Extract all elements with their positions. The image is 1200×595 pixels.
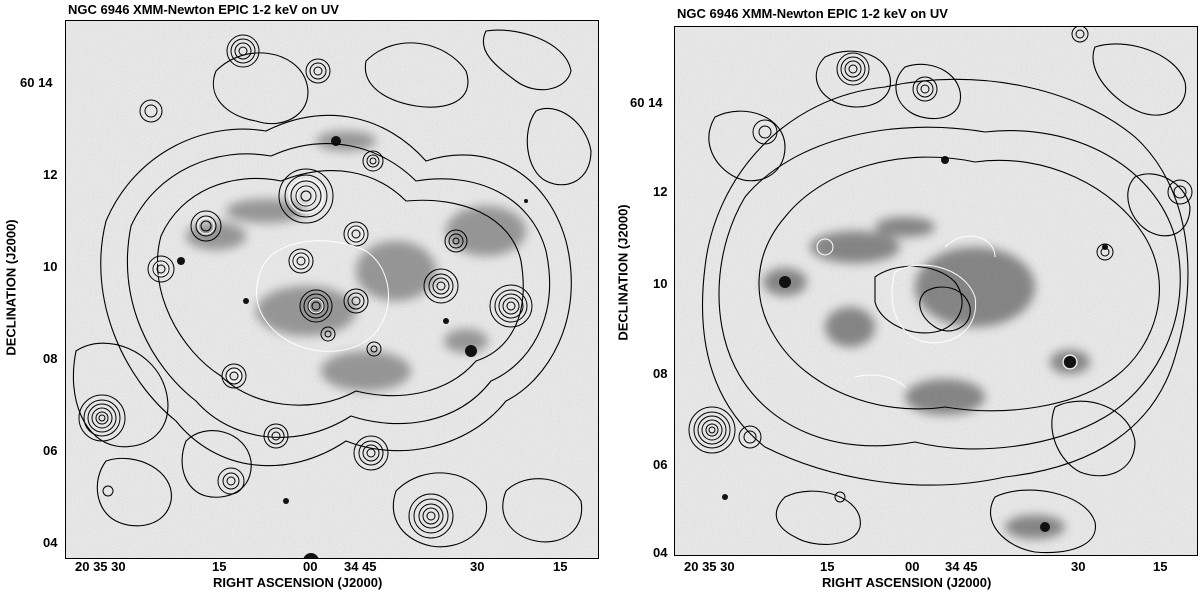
y-tick-label: 04 — [653, 545, 668, 560]
x-tick-label: 15 — [212, 559, 227, 574]
contour-image — [65, 20, 599, 559]
uv-image-with-xray-contours — [66, 21, 598, 558]
y-tick-label: 10 — [43, 259, 58, 274]
contour-image — [674, 26, 1198, 556]
x-tick-label: 30 — [1071, 559, 1086, 574]
panel-title: NGC 6946 XMM-Newton EPIC 1-2 keV on UV — [68, 2, 339, 17]
x-tick-label: 15 — [820, 559, 835, 574]
y-tick-label: 08 — [653, 366, 668, 381]
y-tick-label: 06 — [43, 443, 58, 458]
x-tick-label: 15 — [1153, 559, 1168, 574]
x-axis-label: RIGHT ASCENSION (J2000) — [822, 575, 992, 590]
x-tick-label: 20 35 30 — [684, 559, 735, 574]
x-tick-label: 00 — [303, 559, 318, 574]
panel-title: NGC 6946 XMM-Newton EPIC 1-2 keV on UV — [677, 6, 948, 21]
x-tick-label: 20 35 30 — [75, 559, 126, 574]
y-tick-label: 08 — [43, 351, 58, 366]
y-tick-label: 04 — [43, 535, 58, 550]
x-tick-label: 34 45 — [945, 559, 978, 574]
x-tick-label: 15 — [553, 559, 568, 574]
x-tick-label: 34 45 — [344, 559, 377, 574]
y-axis-label: DECLINATION (J2000) — [615, 204, 631, 341]
x-axis-label: RIGHT ASCENSION (J2000) — [213, 575, 383, 590]
y-tick-label: 12 — [653, 184, 668, 199]
y-tick-label: 60 14 — [20, 75, 53, 90]
x-tick-label: 00 — [905, 559, 920, 574]
y-tick-label: 06 — [653, 457, 668, 472]
y-tick-label: 12 — [43, 167, 58, 182]
y-tick-label: 10 — [653, 276, 668, 291]
uv-image-with-xray-contours — [675, 27, 1197, 555]
y-axis-label: DECLINATION (J2000) — [3, 219, 19, 356]
y-tick-label: 60 14 — [630, 95, 663, 110]
x-tick-label: 30 — [470, 559, 485, 574]
